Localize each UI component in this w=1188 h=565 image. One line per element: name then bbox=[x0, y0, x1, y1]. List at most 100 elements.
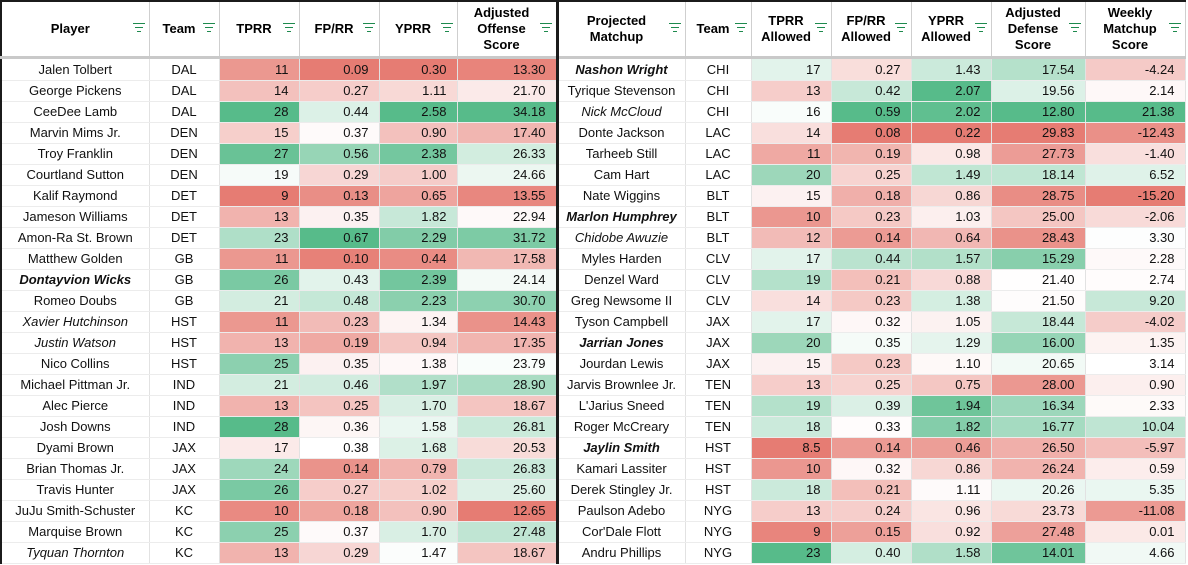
cell-weekly[interactable]: 0.01 bbox=[1085, 521, 1186, 543]
cell-team[interactable]: IND bbox=[149, 374, 220, 396]
cell-tprr-a[interactable]: 16 bbox=[751, 101, 832, 123]
filter-icon[interactable] bbox=[539, 22, 552, 35]
cell-fprr-a[interactable]: 0.23 bbox=[831, 353, 912, 375]
cell-adj-def[interactable]: 15.29 bbox=[991, 248, 1086, 270]
cell-yprr[interactable]: 2.39 bbox=[379, 269, 458, 291]
filter-icon[interactable] bbox=[440, 22, 453, 35]
cell-fprr[interactable]: 0.25 bbox=[299, 395, 380, 417]
cell-fprr[interactable]: 0.46 bbox=[299, 374, 380, 396]
cell-yprr[interactable]: 1.47 bbox=[379, 542, 458, 564]
cell-adj-off[interactable]: 14.43 bbox=[457, 311, 559, 333]
cell-tprr-a[interactable]: 15 bbox=[751, 353, 832, 375]
cell-weekly[interactable]: 6.52 bbox=[1085, 164, 1186, 186]
cell-weekly[interactable]: -4.02 bbox=[1085, 311, 1186, 333]
cell-team[interactable]: DET bbox=[149, 185, 220, 207]
cell-weekly[interactable]: 2.33 bbox=[1085, 395, 1186, 417]
cell-team2[interactable]: CLV bbox=[685, 290, 752, 312]
cell-tprr-a[interactable]: 19 bbox=[751, 395, 832, 417]
header-player[interactable]: Player bbox=[0, 0, 150, 58]
cell-weekly[interactable]: 3.30 bbox=[1085, 227, 1186, 249]
cell-team2[interactable]: JAX bbox=[685, 311, 752, 333]
cell-matchup[interactable]: Donte Jackson bbox=[557, 122, 686, 144]
cell-yprr-a[interactable]: 0.64 bbox=[911, 227, 992, 249]
cell-weekly[interactable]: 2.28 bbox=[1085, 248, 1186, 270]
cell-player[interactable]: Tyquan Thornton bbox=[0, 542, 150, 564]
cell-tprr-a[interactable]: 18 bbox=[751, 479, 832, 501]
cell-weekly[interactable]: 3.14 bbox=[1085, 353, 1186, 375]
filter-icon[interactable] bbox=[362, 22, 375, 35]
cell-adj-def[interactable]: 27.48 bbox=[991, 521, 1086, 543]
cell-fprr[interactable]: 0.44 bbox=[299, 101, 380, 123]
cell-tprr[interactable]: 11 bbox=[219, 248, 300, 270]
cell-fprr-a[interactable]: 0.32 bbox=[831, 311, 912, 333]
cell-adj-def[interactable]: 23.73 bbox=[991, 500, 1086, 522]
cell-fprr[interactable]: 0.18 bbox=[299, 500, 380, 522]
cell-fprr-a[interactable]: 0.40 bbox=[831, 542, 912, 564]
cell-fprr[interactable]: 0.43 bbox=[299, 269, 380, 291]
cell-tprr[interactable]: 21 bbox=[219, 374, 300, 396]
cell-fprr[interactable]: 0.67 bbox=[299, 227, 380, 249]
filter-icon[interactable] bbox=[1168, 22, 1181, 35]
cell-tprr[interactable]: 19 bbox=[219, 164, 300, 186]
cell-yprr-a[interactable]: 0.86 bbox=[911, 185, 992, 207]
cell-yprr[interactable]: 1.97 bbox=[379, 374, 458, 396]
cell-team2[interactable]: BLT bbox=[685, 185, 752, 207]
cell-team[interactable]: GB bbox=[149, 269, 220, 291]
cell-tprr-a[interactable]: 10 bbox=[751, 206, 832, 228]
cell-team[interactable]: DEN bbox=[149, 122, 220, 144]
cell-tprr[interactable]: 10 bbox=[219, 500, 300, 522]
cell-adj-def[interactable]: 16.00 bbox=[991, 332, 1086, 354]
cell-adj-off[interactable]: 25.60 bbox=[457, 479, 559, 501]
cell-player[interactable]: Jalen Tolbert bbox=[0, 55, 150, 81]
cell-fprr-a[interactable]: 0.19 bbox=[831, 143, 912, 165]
cell-tprr-a[interactable]: 23 bbox=[751, 542, 832, 564]
cell-adj-def[interactable]: 29.83 bbox=[991, 122, 1086, 144]
cell-fprr[interactable]: 0.27 bbox=[299, 80, 380, 102]
cell-team2[interactable]: HST bbox=[685, 437, 752, 459]
cell-yprr[interactable]: 0.65 bbox=[379, 185, 458, 207]
cell-team[interactable]: KC bbox=[149, 500, 220, 522]
cell-player[interactable]: Troy Franklin bbox=[0, 143, 150, 165]
cell-fprr-a[interactable]: 0.14 bbox=[831, 227, 912, 249]
cell-yprr[interactable]: 1.11 bbox=[379, 80, 458, 102]
cell-yprr[interactable]: 0.90 bbox=[379, 500, 458, 522]
cell-weekly[interactable]: 21.38 bbox=[1085, 101, 1186, 123]
cell-adj-def[interactable]: 21.40 bbox=[991, 269, 1086, 291]
cell-matchup[interactable]: Paulson Adebo bbox=[557, 500, 686, 522]
cell-tprr-a[interactable]: 11 bbox=[751, 143, 832, 165]
cell-matchup[interactable]: Greg Newsome II bbox=[557, 290, 686, 312]
cell-matchup[interactable]: Marlon Humphrey bbox=[557, 206, 686, 228]
cell-player[interactable]: George Pickens bbox=[0, 80, 150, 102]
cell-weekly[interactable]: -5.97 bbox=[1085, 437, 1186, 459]
cell-adj-def[interactable]: 26.50 bbox=[991, 437, 1086, 459]
cell-fprr[interactable]: 0.19 bbox=[299, 332, 380, 354]
cell-team[interactable]: HST bbox=[149, 311, 220, 333]
cell-player[interactable]: Jameson Williams bbox=[0, 206, 150, 228]
cell-player[interactable]: Dontayvion Wicks bbox=[0, 269, 150, 291]
cell-matchup[interactable]: Jarrian Jones bbox=[557, 332, 686, 354]
cell-yprr-a[interactable]: 2.07 bbox=[911, 80, 992, 102]
cell-yprr-a[interactable]: 0.98 bbox=[911, 143, 992, 165]
cell-yprr-a[interactable]: 2.02 bbox=[911, 101, 992, 123]
cell-player[interactable]: Kalif Raymond bbox=[0, 185, 150, 207]
cell-adj-off[interactable]: 30.70 bbox=[457, 290, 559, 312]
cell-fprr-a[interactable]: 0.59 bbox=[831, 101, 912, 123]
cell-adj-def[interactable]: 18.44 bbox=[991, 311, 1086, 333]
cell-yprr[interactable]: 1.70 bbox=[379, 521, 458, 543]
cell-weekly[interactable]: 2.74 bbox=[1085, 269, 1186, 291]
filter-icon[interactable] bbox=[974, 22, 987, 35]
cell-matchup[interactable]: Myles Harden bbox=[557, 248, 686, 270]
cell-fprr[interactable]: 0.56 bbox=[299, 143, 380, 165]
cell-adj-def[interactable]: 16.34 bbox=[991, 395, 1086, 417]
cell-yprr[interactable]: 2.23 bbox=[379, 290, 458, 312]
cell-adj-off[interactable]: 13.30 bbox=[457, 55, 559, 81]
cell-fprr[interactable]: 0.48 bbox=[299, 290, 380, 312]
cell-player[interactable]: Josh Downs bbox=[0, 416, 150, 438]
cell-adj-def[interactable]: 20.26 bbox=[991, 479, 1086, 501]
cell-adj-off[interactable]: 17.58 bbox=[457, 248, 559, 270]
cell-fprr-a[interactable]: 0.18 bbox=[831, 185, 912, 207]
cell-player[interactable]: Amon-Ra St. Brown bbox=[0, 227, 150, 249]
cell-matchup[interactable]: Nashon Wright bbox=[557, 55, 686, 81]
cell-team[interactable]: DAL bbox=[149, 55, 220, 81]
cell-fprr-a[interactable]: 0.14 bbox=[831, 437, 912, 459]
